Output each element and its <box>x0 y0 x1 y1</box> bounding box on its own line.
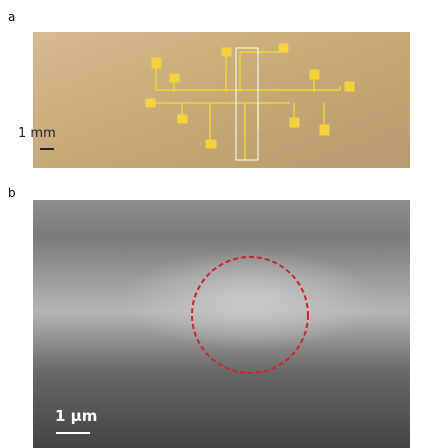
panel-label: b <box>8 186 16 200</box>
scale-bar <box>56 432 90 434</box>
scale-bar-label: 1 μm <box>55 407 97 425</box>
figure: a 1 mm b 1 μm <box>0 0 448 448</box>
sem-feature <box>120 250 380 350</box>
panel-label: a <box>8 10 15 24</box>
scale-bar <box>40 148 54 150</box>
scale-bar-label: 1 mm <box>18 126 56 141</box>
